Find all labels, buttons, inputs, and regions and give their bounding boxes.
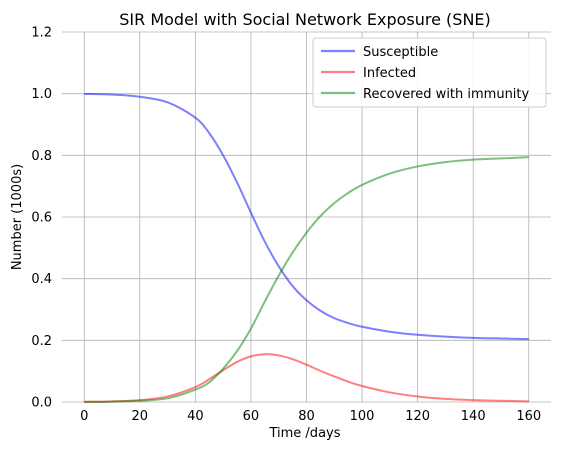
x-tick-label: 0 <box>80 409 88 424</box>
legend: Susceptible Infected Recovered with immuni… <box>312 37 547 108</box>
legend-label-infected: Infected <box>363 66 416 81</box>
series-lines <box>84 92 529 403</box>
y-tick-label: 1.0 <box>31 87 52 102</box>
x-tick-label: 120 <box>405 409 430 424</box>
x-tick-label: 100 <box>350 409 375 424</box>
y-tick-label: 0.6 <box>31 211 52 226</box>
x-axis-label: Time /days <box>268 426 340 441</box>
legend-frame <box>312 37 547 108</box>
legend-label-recovered: Recovered with immunity <box>363 87 530 102</box>
y-tick-labels: 0.0 0.2 0.4 0.6 0.8 1.0 1.2 <box>31 26 52 411</box>
x-tick-label: 160 <box>516 409 541 424</box>
x-tick-label: 20 <box>132 409 149 424</box>
x-tick-label: 40 <box>187 409 204 424</box>
y-tick-label: 0.8 <box>31 149 52 164</box>
x-tick-label: 140 <box>461 409 486 424</box>
x-tick-label: 80 <box>298 409 315 424</box>
x-tick-labels: 0 20 40 60 80 100 120 140 160 <box>80 409 541 424</box>
x-tick-label: 60 <box>243 409 260 424</box>
y-tick-label: 0.0 <box>31 396 52 411</box>
y-tick-label: 1.2 <box>31 26 52 41</box>
series-line-susceptible <box>84 92 529 341</box>
series-line-recovered <box>84 156 529 403</box>
y-tick-label: 0.2 <box>31 334 52 349</box>
y-axis-label: Number (1000s) <box>10 164 25 270</box>
legend-label-susceptible: Susceptible <box>363 45 438 60</box>
series-line-infected <box>84 353 529 403</box>
chart-title: SIR Model with Social Network Exposure (… <box>119 10 491 29</box>
y-tick-label: 0.4 <box>31 272 52 287</box>
